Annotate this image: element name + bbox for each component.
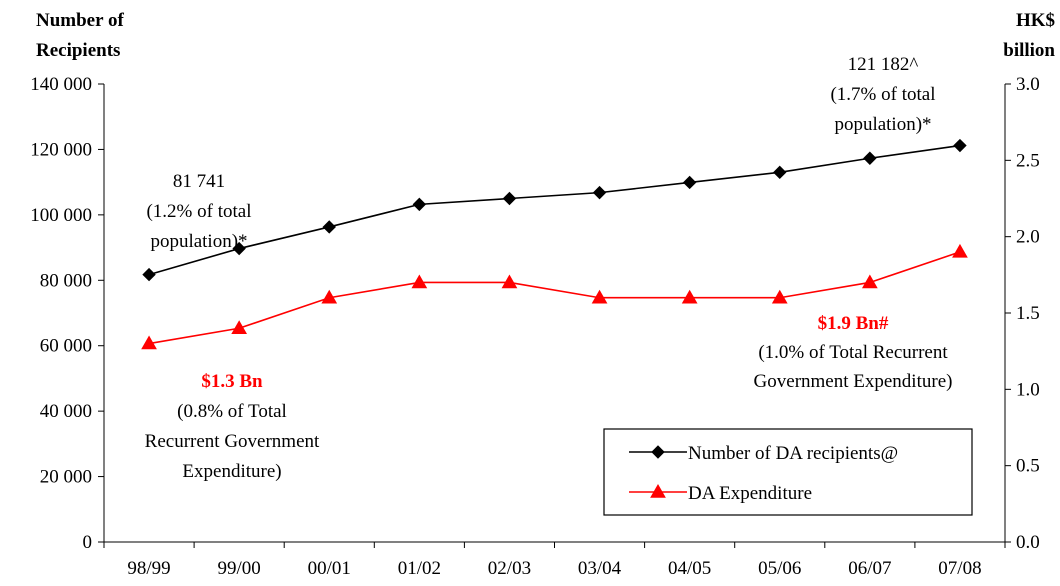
x-tick-label: 05/06 bbox=[758, 558, 801, 579]
data-point bbox=[591, 289, 608, 304]
y-left-tick-label: 20 000 bbox=[40, 467, 92, 488]
annotation-line: (0.8% of Total bbox=[177, 401, 287, 422]
legend-entry-label: Number of DA recipients@ bbox=[688, 443, 898, 464]
data-point bbox=[501, 274, 518, 289]
annotation-start-recipients: 81 741 (1.2% of total population)* bbox=[146, 171, 251, 252]
data-point bbox=[771, 289, 788, 304]
x-tick-label: 01/02 bbox=[398, 558, 441, 579]
y-right-tick-label: 3.0 bbox=[1016, 74, 1040, 95]
annotation-start-expenditure: $1.3 Bn (0.8% of Total Recurrent Governmen… bbox=[145, 371, 320, 482]
data-point bbox=[232, 241, 246, 256]
annotation-line: Expenditure) bbox=[182, 461, 281, 482]
data-point bbox=[231, 320, 248, 335]
y-left-tick-label: 40 000 bbox=[40, 401, 92, 422]
data-point bbox=[412, 197, 427, 212]
series-line bbox=[148, 144, 961, 276]
series-line bbox=[148, 251, 961, 345]
annotation-line: $1.3 Bn bbox=[201, 371, 263, 392]
y-right-axis-label: HK$ bbox=[1016, 10, 1055, 31]
annotation-line: Government Expenditure) bbox=[754, 371, 953, 392]
data-point bbox=[681, 289, 698, 304]
data-point bbox=[773, 165, 787, 180]
data-point bbox=[952, 243, 968, 258]
data-point bbox=[592, 185, 607, 200]
x-tick-label: 07/08 bbox=[938, 558, 981, 579]
y-left-axis-label: Number of bbox=[36, 10, 124, 31]
data-point bbox=[861, 274, 878, 289]
annotation-end-recipients: 121 182^ (1.7% of total population)* bbox=[830, 54, 935, 135]
annotation-line: population)* bbox=[834, 114, 931, 135]
x-tick-label: 99/00 bbox=[218, 558, 261, 579]
annotation-line: $1.9 Bn# bbox=[818, 313, 889, 334]
y-right-tick-label: 0.0 bbox=[1016, 532, 1040, 553]
y-left-tick-label: 100 000 bbox=[30, 205, 92, 226]
x-tick-label: 04/05 bbox=[668, 558, 711, 579]
y-left-tick-label: 120 000 bbox=[30, 139, 92, 160]
y-right-axis-label: billion bbox=[1003, 40, 1055, 61]
data-point bbox=[322, 220, 336, 234]
x-tick-label: 02/03 bbox=[488, 558, 531, 579]
y-left-tick-label: 60 000 bbox=[40, 336, 92, 357]
annotation-line: 121 182^ bbox=[848, 54, 919, 75]
data-point bbox=[953, 138, 967, 153]
annotation-line: (1.7% of total bbox=[830, 84, 935, 105]
legend-entry-label: DA Expenditure bbox=[688, 483, 812, 504]
series-expenditure bbox=[141, 243, 968, 350]
annotation-line: (1.0% of Total Recurrent bbox=[758, 342, 948, 363]
legend: Number of DA recipients@ DA Expenditure bbox=[603, 428, 973, 516]
y-right-tick-label: 1.0 bbox=[1016, 379, 1040, 400]
y-left-tick-label: 80 000 bbox=[40, 270, 92, 291]
annotation-line: population)* bbox=[150, 231, 247, 252]
x-tick-label: 00/01 bbox=[308, 558, 351, 579]
data-point bbox=[141, 335, 157, 350]
data-point bbox=[142, 267, 156, 282]
data-point bbox=[682, 175, 697, 190]
axes: 0 20 000 40 000 60 000 80 000 100 000 120 000 1… bbox=[30, 10, 1055, 579]
data-point bbox=[411, 274, 428, 289]
x-tick-label: 98/99 bbox=[127, 558, 170, 579]
annotation-end-expenditure: $1.9 Bn# (1.0% of Total Recurrent Governme… bbox=[754, 313, 953, 392]
series-layer bbox=[141, 138, 968, 350]
y-left-tick-label: 0 bbox=[83, 532, 93, 553]
data-point bbox=[321, 289, 338, 304]
y-right-tick-label: 2.0 bbox=[1016, 227, 1040, 248]
annotation-line: Recurrent Government bbox=[145, 431, 320, 452]
annotation-line: (1.2% of total bbox=[146, 201, 251, 222]
x-tick-label: 03/04 bbox=[578, 558, 622, 579]
data-point bbox=[502, 191, 517, 206]
y-left-tick-label: 140 000 bbox=[30, 74, 92, 95]
data-point bbox=[863, 151, 877, 165]
series-recipients bbox=[142, 138, 967, 282]
y-right-tick-label: 1.5 bbox=[1016, 303, 1040, 324]
y-left-axis-label: Recipients bbox=[36, 40, 120, 61]
legend-box bbox=[603, 428, 973, 516]
y-right-tick-label: 2.5 bbox=[1016, 150, 1040, 171]
legend-swatch-marker bbox=[650, 483, 666, 498]
x-tick-label: 06/07 bbox=[848, 558, 891, 579]
legend-swatch-marker bbox=[651, 445, 665, 459]
annotation-line: 81 741 bbox=[173, 171, 225, 192]
y-right-tick-label: 0.5 bbox=[1016, 456, 1040, 477]
